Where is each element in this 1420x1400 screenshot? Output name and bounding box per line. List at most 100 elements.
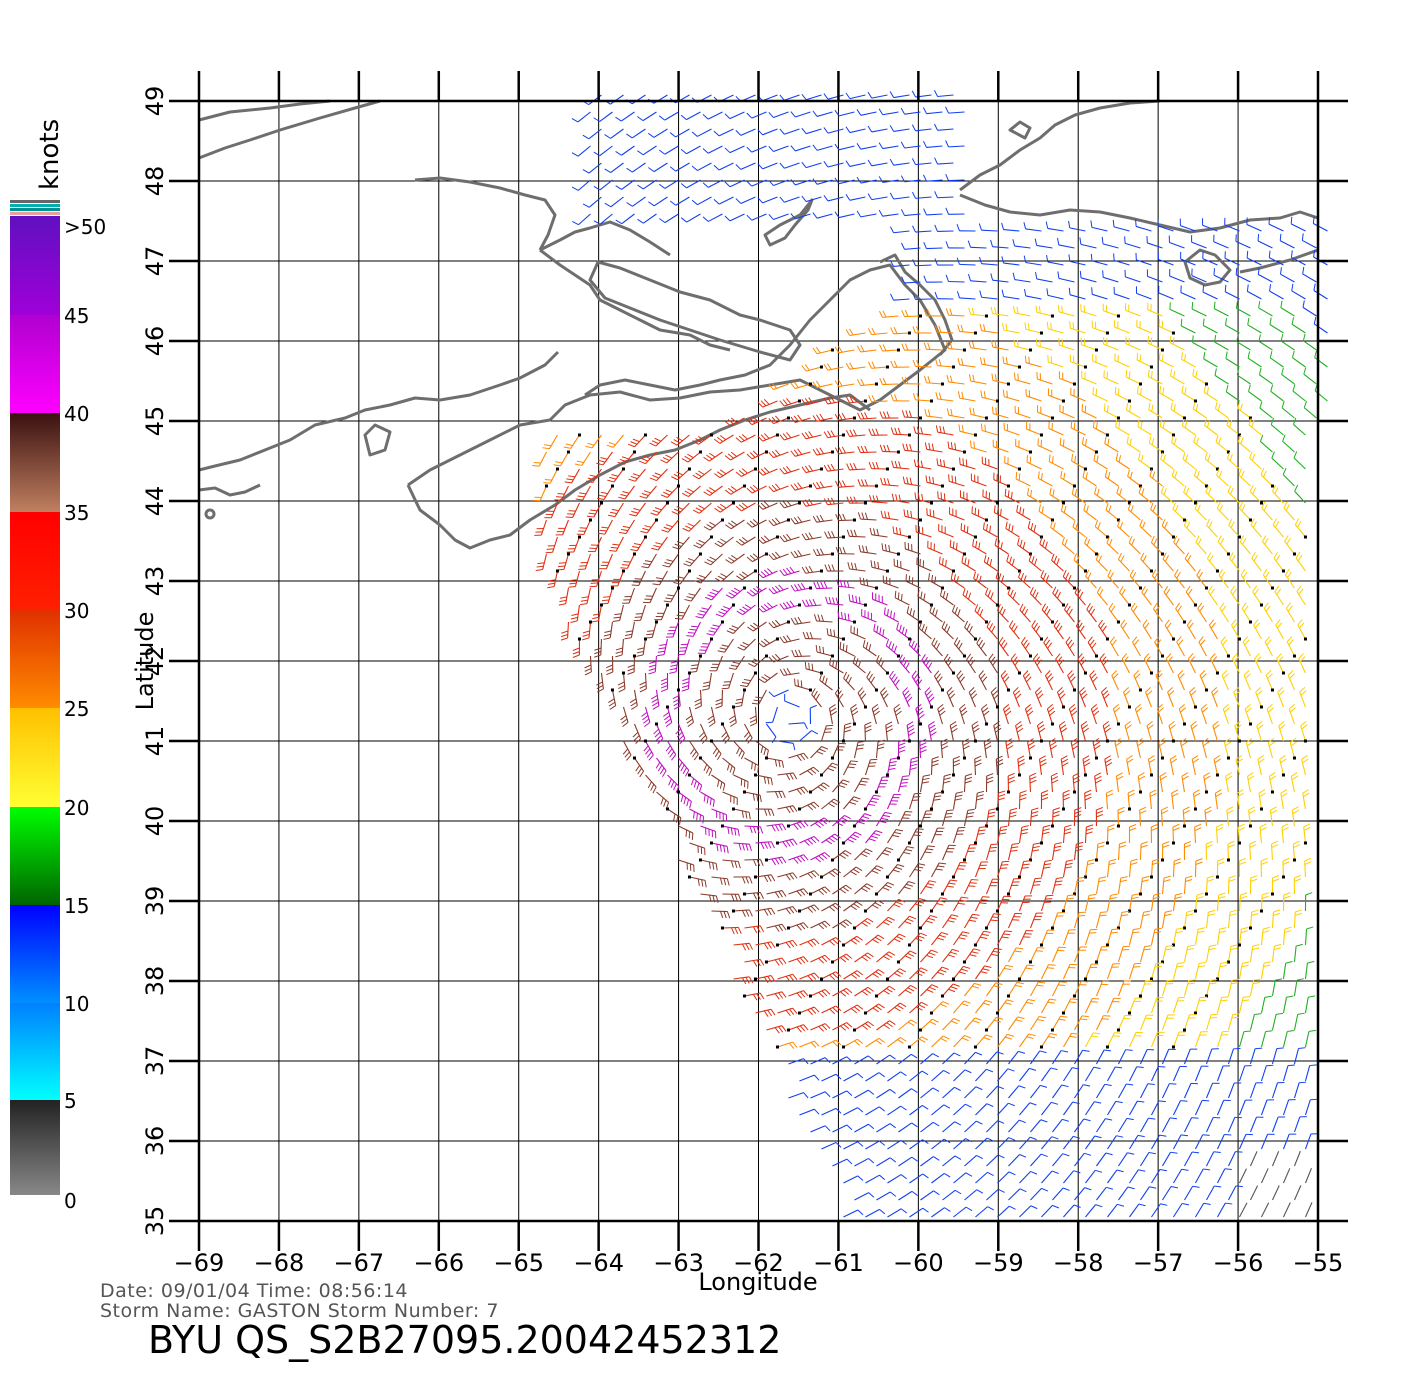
wind-barb-flag — [868, 361, 872, 369]
wind-barb — [940, 595, 954, 606]
wind-barb-flag — [1229, 909, 1237, 913]
wind-barb-flag — [1259, 434, 1264, 442]
wind-barb-flag — [844, 729, 851, 733]
wind-barb — [664, 111, 679, 121]
wind-barb-flag — [968, 687, 975, 693]
wind-barb-flag — [979, 826, 987, 828]
wind-barb — [1114, 293, 1130, 300]
wind-barb-flag — [644, 560, 652, 563]
wind-barb — [1104, 443, 1119, 453]
wind-barb — [1227, 912, 1231, 929]
wind-barb — [821, 762, 833, 776]
wind-barb-flag — [599, 529, 607, 532]
wind-barb-flag — [1146, 690, 1153, 696]
wind-barb-flag — [913, 834, 921, 837]
wind-barb — [1117, 525, 1130, 538]
wind-barb-flag — [1080, 659, 1087, 666]
rain-flag-marker — [830, 552, 834, 556]
wind-barb — [926, 448, 943, 453]
wind-barb-flag — [1030, 523, 1034, 531]
wind-barb — [985, 878, 993, 895]
wind-barb-flag — [1052, 814, 1060, 818]
wind-barb — [1070, 360, 1086, 368]
wind-barb — [707, 145, 723, 154]
wind-barb-flag — [968, 656, 974, 663]
wind-barb-flag — [1191, 755, 1199, 760]
wind-barb — [766, 723, 777, 738]
wind-barb-flag — [676, 436, 683, 442]
wind-barb-flag — [715, 705, 723, 709]
wind-barb-flag — [1087, 572, 1092, 580]
wind-barb — [1051, 878, 1057, 895]
wind-barb-flag — [593, 220, 601, 225]
wind-barb-flag — [812, 144, 818, 151]
rain-flag-marker — [610, 586, 614, 590]
rain-flag-marker — [1215, 467, 1219, 471]
rain-flag-marker — [1094, 858, 1098, 862]
rain-flag-marker — [1039, 433, 1043, 437]
wind-barb-flag — [1246, 284, 1249, 292]
wind-barb — [1219, 608, 1229, 623]
wind-barb-flag — [834, 413, 840, 421]
wind-barb — [594, 536, 602, 552]
wind-barb-flag — [1044, 606, 1049, 613]
wind-barb-flag — [1011, 846, 1019, 849]
wind-barb-flag — [557, 492, 565, 495]
wind-barb-flag — [893, 703, 900, 710]
wind-barb-flag — [847, 613, 850, 621]
wind-barb-flag — [957, 357, 961, 365]
wind-barb-flag — [730, 860, 734, 868]
wind-barb-flag — [945, 241, 949, 249]
wind-barb — [871, 162, 888, 167]
wind-barb-flag — [900, 107, 906, 115]
wind-barb-flag — [809, 631, 813, 639]
wind-barb-flag — [660, 494, 668, 498]
rain-flag-marker — [962, 858, 966, 862]
rain-flag-marker — [1017, 365, 1021, 369]
wind-barb-flag — [928, 724, 936, 730]
wind-barb-flag — [1083, 762, 1091, 767]
wind-barb-flag — [860, 412, 865, 420]
wind-barb-flag — [969, 407, 972, 415]
wind-barb-flag — [1196, 569, 1201, 576]
wind-barb-flag — [1242, 636, 1249, 643]
wind-barb-flag — [1018, 473, 1021, 481]
wind-barb-flag — [659, 767, 665, 775]
wind-barb-flag — [1090, 673, 1097, 680]
wind-barb-flag — [971, 307, 975, 315]
wind-barb — [670, 587, 679, 603]
wind-barb-flag — [1290, 250, 1293, 258]
rain-flag-marker — [1116, 824, 1120, 828]
wind-barb-flag — [786, 668, 792, 675]
wind-barb-flag — [763, 942, 769, 950]
rain-flag-marker — [863, 603, 867, 607]
wind-barb-flag — [746, 419, 753, 426]
wind-barb-flag — [693, 544, 701, 549]
wind-barb-flag — [584, 668, 592, 672]
wind-barb-flag — [676, 471, 684, 476]
wind-barb — [949, 725, 955, 742]
colorbar-tick-label: 0 — [64, 1189, 77, 1213]
wind-barb-flag — [1074, 814, 1082, 818]
wind-barb-flag — [1075, 555, 1080, 563]
wind-barb-flag — [749, 486, 756, 492]
wind-barb-flag — [585, 445, 593, 449]
wind-barb-flag — [839, 854, 846, 859]
wind-barb-flag — [1050, 520, 1053, 528]
wind-barb-flag — [1023, 222, 1027, 230]
rain-flag-marker — [577, 433, 581, 437]
wind-barb — [1206, 524, 1218, 538]
wind-barb-flag — [1086, 538, 1091, 546]
wind-barb-flag — [768, 111, 774, 118]
wind-barb — [816, 553, 833, 557]
wind-barb-flag — [906, 510, 909, 518]
wind-barb — [678, 825, 694, 834]
wind-barb — [588, 196, 602, 208]
wind-barb-flag — [1295, 909, 1303, 913]
wind-barb-flag — [1209, 588, 1215, 596]
wind-barb — [981, 330, 998, 334]
wind-barb — [919, 628, 932, 640]
rain-flag-marker — [1072, 892, 1076, 896]
wind-barb — [904, 247, 921, 250]
